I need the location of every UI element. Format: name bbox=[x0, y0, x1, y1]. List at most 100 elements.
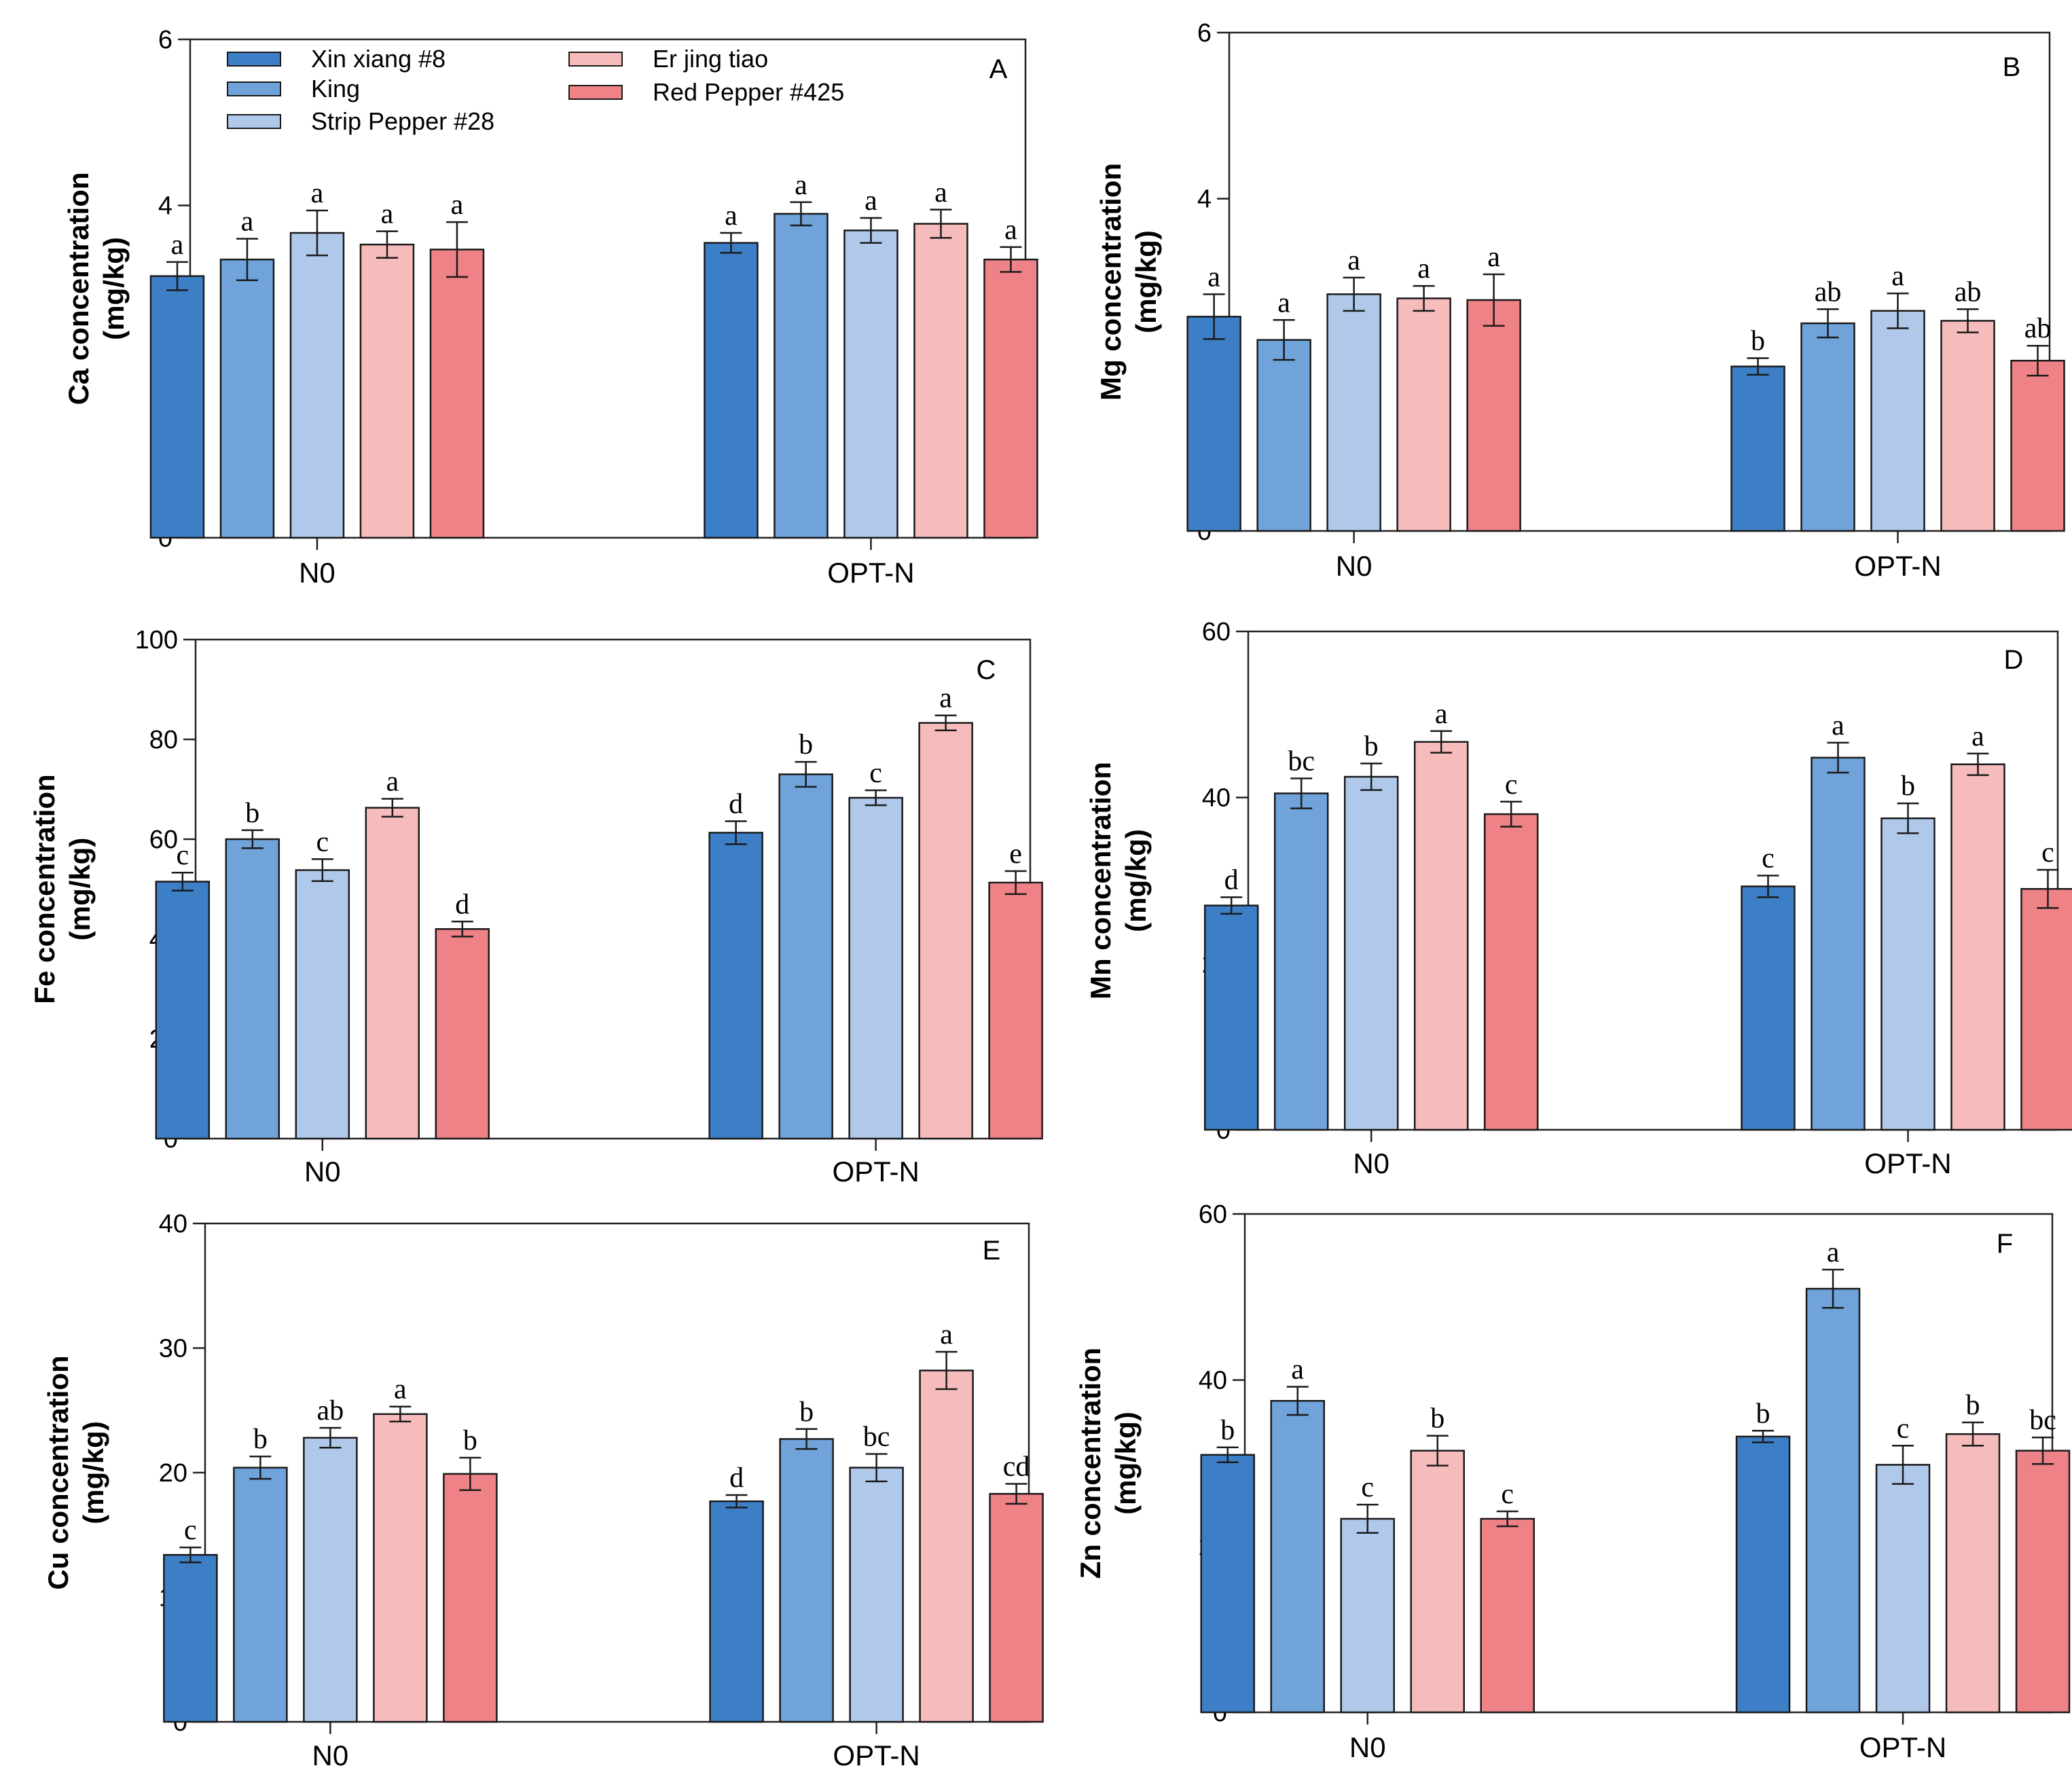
significance-label: c bbox=[2041, 837, 2054, 868]
bar bbox=[163, 1553, 218, 1723]
y-axis-label-line1: Cu concentration bbox=[42, 1355, 74, 1589]
bar bbox=[849, 1467, 904, 1723]
bar bbox=[1343, 775, 1399, 1131]
x-group-label: N0 bbox=[1349, 1731, 1386, 1763]
y-axis-label: Mg concentration (mg/kg) bbox=[1095, 163, 1162, 401]
panel-a: 0246Ca concentration(mg/kg)AN0aaaaaOPT-N… bbox=[62, 26, 1038, 589]
significance-label: a bbox=[311, 178, 324, 209]
panel-d: 0204060Mn concentration(mg/kg)DN0dbcbacO… bbox=[1085, 618, 2072, 1179]
significance-label: a bbox=[241, 206, 254, 238]
y-tick-label: 40 bbox=[1199, 1367, 1227, 1395]
bar bbox=[983, 258, 1038, 539]
significance-label: a bbox=[451, 189, 464, 221]
bar bbox=[219, 258, 275, 539]
legend-entry: Strip Pepper #28 bbox=[311, 107, 494, 135]
significance-label: a bbox=[1827, 1237, 1840, 1268]
significance-label: a bbox=[394, 1374, 407, 1405]
significance-label: c bbox=[1897, 1413, 1910, 1444]
significance-label: a bbox=[1971, 721, 1984, 752]
bar bbox=[989, 1492, 1044, 1723]
y-tick-label: 4 bbox=[1197, 185, 1212, 214]
y-axis-label-line2: (mg/kg) bbox=[77, 1421, 109, 1524]
bar bbox=[1805, 1287, 1861, 1714]
panel-letter: C bbox=[977, 655, 996, 685]
plot-frame bbox=[1247, 630, 2059, 1131]
significance-label: d bbox=[729, 1462, 744, 1494]
significance-label: a bbox=[1435, 699, 1448, 730]
significance-label: a bbox=[171, 229, 184, 261]
bar bbox=[1203, 904, 1259, 1131]
bar bbox=[1273, 792, 1329, 1131]
significance-label: cd bbox=[1003, 1452, 1030, 1483]
bar bbox=[709, 1500, 764, 1723]
bar bbox=[1340, 1517, 1395, 1714]
significance-label: e bbox=[1009, 839, 1022, 870]
y-axis-label-line1: Fe concentration bbox=[29, 774, 60, 1003]
bar bbox=[1950, 763, 2005, 1131]
x-group-label: OPT-N bbox=[833, 1739, 920, 1771]
bar bbox=[1466, 299, 1521, 532]
bar bbox=[289, 232, 345, 539]
significance-label: a bbox=[381, 199, 394, 230]
significance-label: bc bbox=[1288, 746, 1315, 777]
y-tick-label: 20 bbox=[159, 1459, 187, 1488]
y-tick-label: 80 bbox=[149, 726, 178, 754]
significance-label: b bbox=[799, 1397, 814, 1428]
significance-label: ab bbox=[317, 1395, 344, 1426]
significance-label: a bbox=[1004, 215, 1017, 246]
bar bbox=[1413, 741, 1469, 1131]
legend-entry: Red Pepper #425 bbox=[653, 78, 844, 106]
bar bbox=[774, 213, 829, 539]
bar bbox=[1410, 1450, 1465, 1714]
bar bbox=[233, 1467, 288, 1723]
significance-label: b bbox=[1430, 1403, 1444, 1435]
y-tick-label: 6 bbox=[1197, 19, 1212, 48]
bar bbox=[913, 223, 968, 539]
legend-entry: Xin xiang #8 bbox=[311, 45, 446, 73]
plot-frame bbox=[1228, 31, 2051, 532]
y-axis-label-line1: Mg concentration bbox=[1095, 163, 1127, 401]
y-tick-label: 60 bbox=[1199, 1200, 1227, 1229]
bar bbox=[848, 796, 903, 1140]
bar bbox=[295, 869, 350, 1140]
bar bbox=[225, 838, 280, 1140]
x-group-label: OPT-N bbox=[827, 557, 914, 589]
panel-letter: F bbox=[1997, 1229, 2013, 1259]
y-axis-label: Ca concentration (mg/kg) bbox=[62, 172, 130, 405]
bar bbox=[2015, 1450, 2071, 1714]
panel-letter: E bbox=[983, 1236, 1001, 1266]
bar bbox=[843, 229, 898, 539]
bar bbox=[2010, 359, 2065, 532]
y-axis-label: Fe concentration (mg/kg) bbox=[29, 774, 96, 1003]
significance-label: b bbox=[1364, 731, 1379, 762]
significance-label: a bbox=[1207, 261, 1220, 293]
bar bbox=[373, 1413, 428, 1723]
significance-label: c bbox=[869, 758, 882, 789]
y-axis-label-line2: (mg/kg) bbox=[64, 838, 96, 941]
significance-label: b bbox=[1901, 771, 1915, 802]
bar bbox=[1880, 817, 1935, 1131]
y-tick-label: 4 bbox=[158, 192, 172, 221]
y-axis-label: Mn concentration (mg/kg) bbox=[1085, 762, 1152, 999]
y-axis-label-line2: (mg/kg) bbox=[98, 237, 130, 340]
panel-e: 010203040Cu concentration(mg/kg)EN0cbaba… bbox=[42, 1210, 1044, 1771]
significance-label: ab bbox=[2024, 313, 2052, 344]
y-axis-label: Zn concentration (mg/kg) bbox=[1074, 1348, 1142, 1579]
bar bbox=[708, 832, 763, 1140]
significance-label: c bbox=[1762, 843, 1775, 874]
bar bbox=[1945, 1433, 2001, 1714]
bar bbox=[1811, 756, 1866, 1131]
significance-label: bc bbox=[863, 1421, 890, 1452]
legend-entry: King bbox=[311, 75, 360, 103]
significance-label: b bbox=[1756, 1398, 1770, 1429]
significance-label: a bbox=[1291, 1354, 1304, 1385]
significance-label: a bbox=[1417, 253, 1430, 284]
panel-letter: B bbox=[2003, 52, 2021, 82]
x-group-label: N0 bbox=[312, 1739, 349, 1771]
bar bbox=[155, 881, 211, 1140]
panel-letter: A bbox=[989, 54, 1008, 84]
bar bbox=[365, 807, 420, 1140]
significance-label: b bbox=[1751, 326, 1765, 357]
bar bbox=[435, 928, 490, 1140]
